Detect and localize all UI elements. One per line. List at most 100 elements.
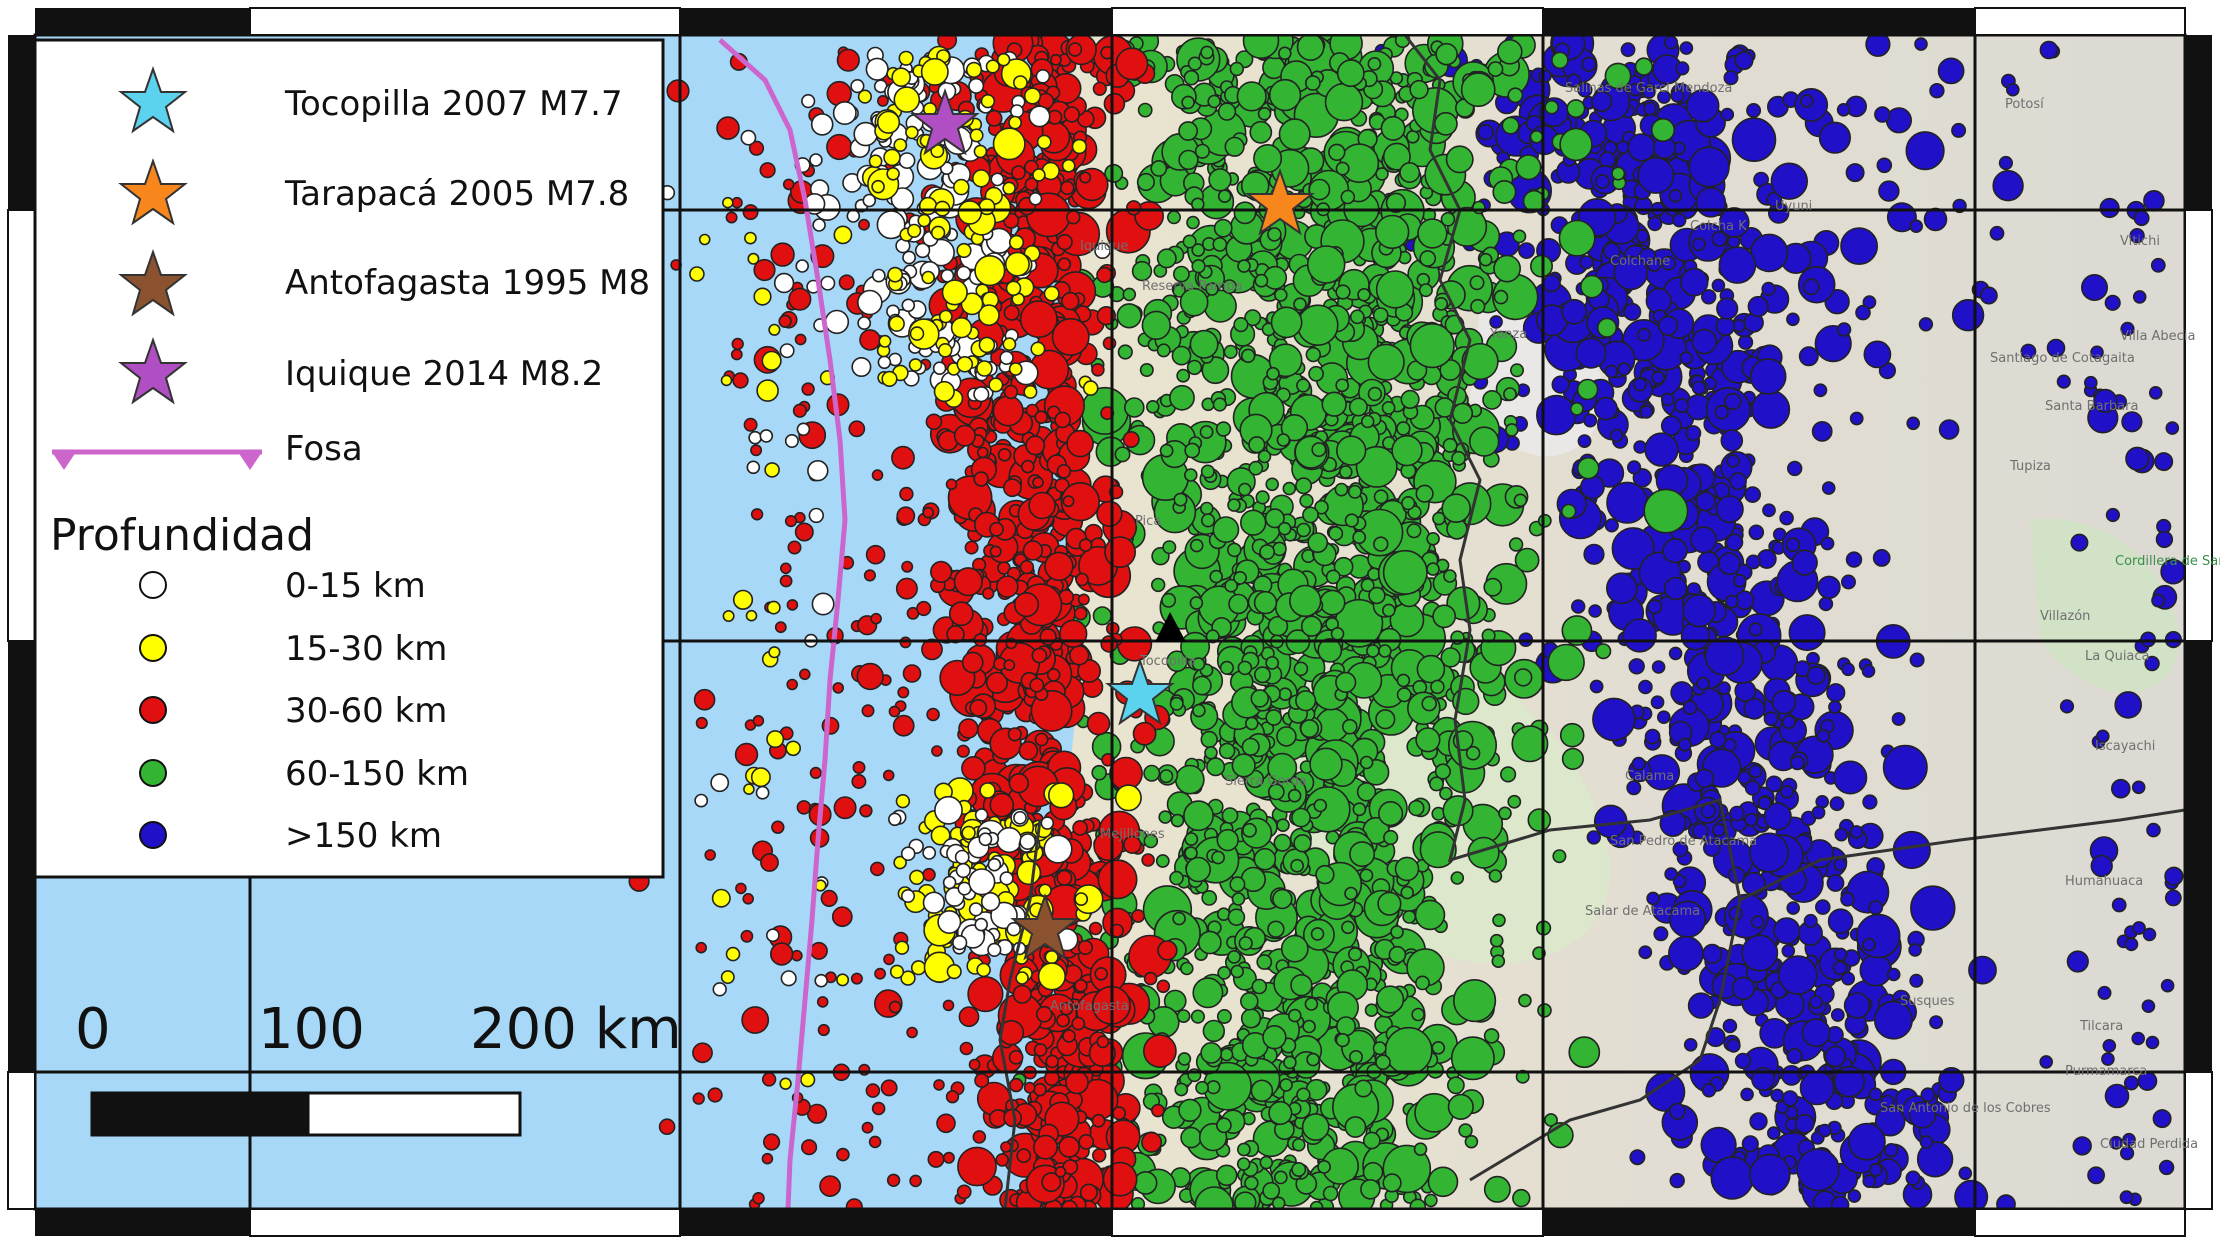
- quake-dot: [1560, 503, 1577, 520]
- quake-dot: [1570, 401, 1584, 416]
- quake-dot: [1811, 805, 1826, 820]
- place-label: Tupiza: [2009, 459, 2051, 474]
- quake-dot: [720, 970, 735, 985]
- quake-dot: [1174, 1082, 1189, 1097]
- quake-dot: [1183, 800, 1214, 832]
- quake-dot: [1192, 675, 1212, 696]
- quake-dot: [1692, 822, 1709, 840]
- quake-dot: [1097, 859, 1138, 900]
- quake-dot: [857, 89, 873, 104]
- legend-depth-title: Profundidad: [50, 510, 314, 561]
- quake-dot: [2104, 1083, 2130, 1109]
- quake-dot: [1726, 1038, 1741, 1053]
- quake-dot: [1136, 172, 1155, 192]
- quake-dot: [929, 560, 953, 584]
- quake-dot: [836, 973, 850, 987]
- quake-dot: [886, 167, 900, 181]
- quake-dot: [1349, 841, 1376, 868]
- quake-dot: [2072, 1136, 2092, 1156]
- quake-dot: [1057, 257, 1072, 272]
- scale-segment-black: [90, 1091, 310, 1137]
- quake-dot: [1299, 493, 1314, 508]
- place-label: Yonza: [1489, 327, 1527, 342]
- quake-dot: [1159, 769, 1174, 784]
- quake-dot: [936, 1113, 956, 1134]
- quake-dot: [1951, 122, 1967, 138]
- quake-dot: [1066, 429, 1094, 458]
- quake-dot: [1657, 90, 1671, 104]
- quake-dot: [1827, 908, 1854, 935]
- quake-dot: [1036, 134, 1052, 150]
- quake-dot: [1239, 509, 1267, 536]
- quake-dot: [1643, 101, 1657, 116]
- quake-dot: [1003, 659, 1016, 671]
- quake-dot: [1028, 105, 1051, 128]
- quake-dot: [878, 334, 892, 348]
- quake-dot: [1102, 1161, 1138, 1197]
- quake-dot: [1096, 1035, 1110, 1049]
- quake-dot: [926, 707, 940, 722]
- quake-dot: [1276, 433, 1291, 447]
- quake-dot: [1734, 51, 1754, 71]
- quake-dot: [1265, 709, 1283, 726]
- quake-dot: [883, 953, 895, 966]
- quake-dot: [1156, 979, 1171, 994]
- quake-dot: [871, 268, 886, 283]
- quake-dot: [1255, 490, 1270, 505]
- quake-dot: [974, 255, 1006, 287]
- quake-dot: [1330, 626, 1345, 641]
- quake-dot: [978, 336, 996, 354]
- quake-dot: [2122, 1132, 2136, 1147]
- quake-dot: [1643, 488, 1689, 534]
- quake-dot: [1063, 106, 1081, 123]
- quake-dot: [1218, 742, 1236, 760]
- place-label: Mejillones: [1100, 827, 1165, 842]
- quake-dot: [1216, 1008, 1232, 1024]
- quake-dot: [1785, 537, 1801, 553]
- quake-dot: [1806, 666, 1826, 685]
- quake-dot: [974, 1073, 990, 1089]
- quake-dot: [1013, 591, 1040, 618]
- quake-dot: [801, 93, 816, 109]
- quake-dot: [1826, 683, 1846, 703]
- place-label: Potosí: [2005, 97, 2044, 112]
- quake-dot: [1349, 1050, 1364, 1065]
- quake-dot: [1156, 248, 1177, 269]
- quake-dot: [2111, 897, 2127, 913]
- quake-dot: [1749, 358, 1787, 395]
- quake-dot: [1700, 289, 1717, 305]
- quake-dot: [980, 93, 996, 109]
- quake-dot: [725, 946, 741, 962]
- quake-dot: [918, 196, 938, 216]
- quake-dot: [887, 266, 903, 283]
- quake-dot: [1595, 643, 1612, 660]
- quake-dot: [1803, 913, 1818, 928]
- quake-dot: [1240, 866, 1267, 893]
- quake-dot: [1244, 1175, 1259, 1191]
- quake-dot: [761, 350, 782, 371]
- quake-dot: [2119, 1190, 2134, 1205]
- quake-dot: [833, 796, 857, 820]
- quake-dot: [1291, 1162, 1307, 1178]
- quake-dot: [1588, 604, 1602, 618]
- quake-dot: [980, 891, 1001, 912]
- quake-dot: [1091, 362, 1105, 377]
- quake-dot: [1431, 1041, 1446, 1055]
- quake-dot: [2109, 1135, 2123, 1150]
- quake-dot: [1918, 317, 1934, 332]
- quake-dot: [1394, 856, 1420, 882]
- quake-dot: [1491, 954, 1506, 969]
- legend: Tocopilla 2007 M7.7 Tarapacá 2005 M7.8 A…: [33, 38, 665, 879]
- quake-dot: [838, 274, 855, 291]
- quake-dot: [937, 909, 962, 934]
- quake-dot: [1227, 498, 1241, 512]
- quake-dot: [1033, 1082, 1047, 1097]
- quake-dot: [1833, 1065, 1866, 1098]
- quake-dot: [999, 350, 1014, 365]
- quake-dot: [1132, 721, 1157, 746]
- quake-dot: [2148, 385, 2163, 400]
- scale-label-200: 200 km: [470, 997, 682, 1062]
- quake-dot: [2039, 1055, 2053, 1069]
- quake-dot: [1781, 714, 1796, 730]
- quake-dot: [1023, 384, 1038, 399]
